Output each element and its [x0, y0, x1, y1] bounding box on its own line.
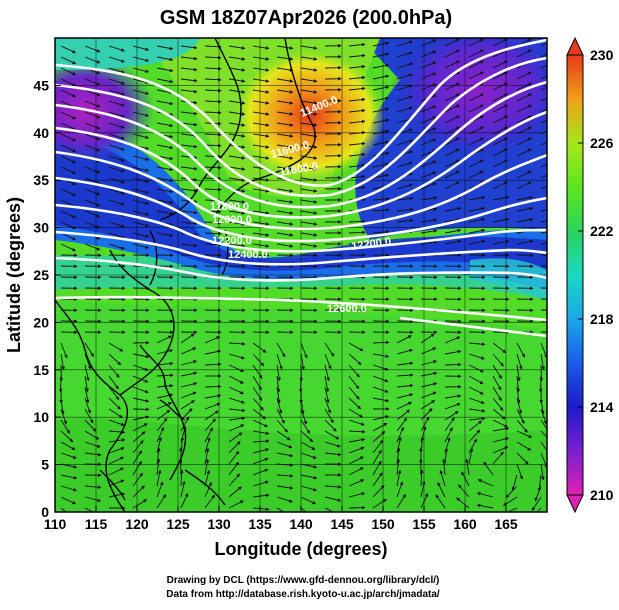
credit-line-1: Drawing by DCL (https://www.gfd-dennou.o…: [167, 575, 440, 586]
y-tick-label: 10: [33, 409, 49, 425]
y-axis-label: Latitude (degrees): [4, 197, 24, 353]
x-tick-label: 115: [85, 516, 108, 532]
y-tick-label: 0: [41, 504, 49, 520]
x-tick-label: 150: [371, 516, 395, 532]
x-tick-label: 120: [125, 516, 149, 532]
wind-arrow: [205, 386, 221, 387]
credit-line-2: Data from http://database.rish.kyoto-u.a…: [166, 589, 440, 600]
contour-label: 12200.0: [212, 235, 252, 247]
y-tick-label: 45: [33, 77, 49, 93]
contour-label: 12600.0: [327, 303, 367, 315]
colorbar-tick-label: 230: [590, 47, 614, 63]
contour-label: 12400.0: [228, 249, 268, 261]
colorbar-tick-label: 222: [590, 223, 614, 239]
y-tick-label: 20: [33, 314, 49, 330]
colorbar-top-cap: [567, 38, 583, 55]
x-tick-label: 145: [330, 516, 354, 532]
x-tick-label: 155: [412, 516, 436, 532]
x-tick-label: 140: [289, 516, 313, 532]
y-tick-label: 5: [41, 457, 49, 473]
x-tick-label: 125: [166, 516, 190, 532]
x-tick-label: 135: [248, 516, 272, 532]
colorbar-tick-label: 214: [590, 399, 614, 415]
x-axis-label: Longitude (degrees): [214, 539, 387, 559]
y-tick-label: 35: [33, 172, 49, 188]
contour-label: 12000.0: [212, 214, 252, 226]
colorbar-tick-label: 210: [590, 487, 614, 503]
colorbar-tick-label: 218: [590, 311, 614, 327]
colorbar-gradient: [567, 55, 583, 495]
contour-label: 11800.0: [210, 201, 249, 213]
x-tick-label: 160: [453, 516, 477, 532]
colorbar-tick-label: 226: [590, 135, 614, 151]
x-tick-label: 165: [494, 516, 518, 532]
figure-title: GSM 18Z07Apr2026 (200.0hPa): [160, 7, 452, 29]
colorbar-bottom-cap: [567, 495, 583, 512]
colorbar: 210 214 218 222 226 230: [567, 38, 614, 512]
y-tick-label: 30: [33, 220, 49, 236]
wind-arrow: [445, 364, 461, 365]
y-tick-label: 15: [33, 362, 49, 378]
y-tick-label: 40: [33, 125, 49, 141]
x-tick-label: 130: [207, 516, 231, 532]
y-tick-label: 25: [33, 267, 49, 283]
